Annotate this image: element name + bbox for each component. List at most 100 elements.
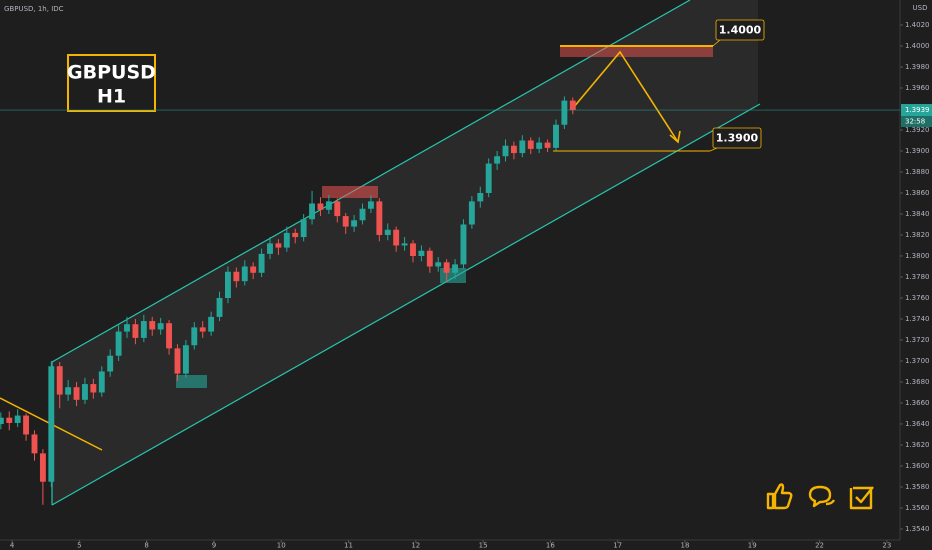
y-tick-label: 1.3720 xyxy=(905,336,930,344)
y-tick-label: 1.4020 xyxy=(905,21,930,29)
symbol-header: GBPUSD, 1h, IDC xyxy=(4,5,64,13)
y-tick-label: 1.3740 xyxy=(905,315,930,323)
candle-body xyxy=(553,124,559,148)
candle-body xyxy=(485,163,492,193)
candle-body xyxy=(174,348,181,374)
level-label: 1.4000 xyxy=(719,24,762,37)
check-icon[interactable] xyxy=(849,486,874,510)
candle-body xyxy=(502,145,509,157)
y-tick-label: 1.3620 xyxy=(905,441,930,449)
candle-body xyxy=(250,266,257,273)
y-tick-label: 1.3700 xyxy=(905,357,930,365)
candle-body xyxy=(519,140,526,154)
candle-body xyxy=(65,387,72,395)
candle-body xyxy=(452,264,458,273)
support-zone xyxy=(176,375,207,388)
candle-body xyxy=(132,324,139,338)
candle-body xyxy=(536,142,543,149)
candle-body xyxy=(510,145,517,154)
y-tick-label: 1.3680 xyxy=(905,378,930,386)
x-tick-label: 5 xyxy=(77,542,81,550)
x-tick-label: 9 xyxy=(212,542,216,550)
candle-body xyxy=(208,316,215,332)
candle-body xyxy=(124,324,130,332)
x-tick-label: 11 xyxy=(344,542,353,550)
x-tick-label: 10 xyxy=(277,542,286,550)
candle-body xyxy=(300,219,307,238)
candle-body xyxy=(393,229,400,246)
candle-body xyxy=(149,321,156,330)
y-tick-label: 1.3900 xyxy=(905,147,930,155)
x-tick-label: 19 xyxy=(748,542,757,550)
candle-body xyxy=(325,201,332,210)
label-connector xyxy=(709,147,718,152)
x-tick-label: 23 xyxy=(882,542,891,550)
candle-body xyxy=(115,331,122,356)
candle-body xyxy=(166,323,173,349)
x-tick-label: 17 xyxy=(613,542,622,550)
candle-body xyxy=(401,243,408,246)
candle-body xyxy=(14,415,21,423)
x-tick-label: 16 xyxy=(546,542,555,550)
plot-area: GBPUSD H1 xyxy=(0,0,761,506)
candle-body xyxy=(233,271,240,282)
y-tick-label: 1.3660 xyxy=(905,399,930,407)
axis-unit: USD xyxy=(913,4,928,12)
candle-body xyxy=(48,366,55,482)
candle-body xyxy=(561,100,568,125)
candle-body xyxy=(367,201,374,209)
candle-body xyxy=(140,321,147,338)
y-tick-label: 1.3880 xyxy=(905,168,930,176)
candle-body xyxy=(283,232,290,248)
candle-body xyxy=(98,371,105,393)
label-connector xyxy=(712,39,721,47)
y-tick-label: 1.3560 xyxy=(905,504,930,512)
candle-body xyxy=(225,271,231,298)
y-tick-label: 1.3820 xyxy=(905,231,930,239)
countdown-box xyxy=(901,116,932,128)
level-label-box xyxy=(715,19,765,41)
candle-body xyxy=(267,243,273,254)
arrow-head xyxy=(669,130,681,144)
y-tick-label: 1.3580 xyxy=(905,483,930,491)
candle-body xyxy=(56,366,63,395)
candle-body xyxy=(191,327,198,346)
candle-body xyxy=(342,216,349,227)
title-box xyxy=(67,54,156,112)
resistance-zone xyxy=(322,186,378,198)
x-tick-label: 12 xyxy=(411,542,420,550)
x-tick-label: 18 xyxy=(680,542,689,550)
candle-body xyxy=(569,100,576,111)
x-tick-label: 8 xyxy=(144,542,148,550)
candle-body xyxy=(443,262,450,273)
candle-body xyxy=(376,201,383,235)
candle-body xyxy=(292,232,299,238)
candle-body xyxy=(410,243,416,256)
like-icon[interactable] xyxy=(766,483,793,510)
last-price-label: 1.3939 xyxy=(905,106,930,114)
y-tick-label: 1.4000 xyxy=(905,42,930,50)
candle-body xyxy=(182,345,189,374)
candle-body xyxy=(544,142,551,148)
candle-body xyxy=(241,266,248,282)
candle-body xyxy=(73,387,80,400)
subtitle: H1 xyxy=(97,86,126,108)
candle-body xyxy=(351,220,358,227)
y-tick-label: 1.3760 xyxy=(905,294,930,302)
channel-fill xyxy=(52,0,758,505)
x-tick-label: 15 xyxy=(479,542,488,550)
y-tick-label: 1.3800 xyxy=(905,252,930,260)
candle-body xyxy=(216,297,223,317)
level-label-box xyxy=(712,127,762,149)
comment-icon[interactable] xyxy=(808,485,836,508)
candle-body xyxy=(468,201,475,225)
y-tick-label: 1.3640 xyxy=(905,420,930,428)
candle-body xyxy=(477,192,484,202)
x-tick-label: 22 xyxy=(815,542,824,550)
projection-arrow xyxy=(572,50,679,143)
reaction-icons xyxy=(766,483,874,510)
title: GBPUSD xyxy=(67,62,156,84)
candle-body xyxy=(527,140,534,149)
y-tick-label: 1.3860 xyxy=(905,189,930,197)
